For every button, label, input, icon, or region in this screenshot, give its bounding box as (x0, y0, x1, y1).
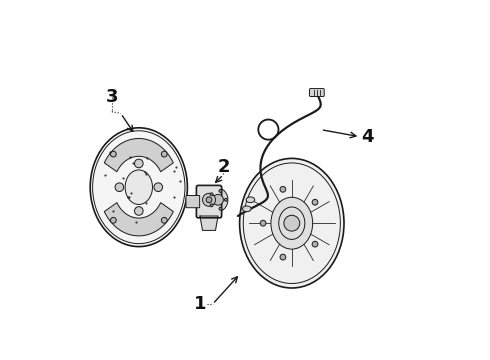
Circle shape (260, 220, 266, 226)
Text: 2: 2 (217, 158, 230, 176)
FancyBboxPatch shape (310, 89, 324, 96)
Ellipse shape (243, 206, 251, 212)
Circle shape (280, 254, 286, 260)
Text: 3: 3 (105, 88, 118, 106)
Circle shape (224, 198, 227, 201)
Ellipse shape (271, 197, 313, 249)
Circle shape (213, 194, 223, 205)
Ellipse shape (246, 197, 255, 203)
Circle shape (161, 217, 167, 223)
Circle shape (115, 183, 123, 192)
Polygon shape (104, 203, 173, 236)
Ellipse shape (240, 158, 344, 288)
Text: 1: 1 (194, 295, 206, 313)
Circle shape (210, 204, 213, 207)
Circle shape (284, 215, 300, 231)
Circle shape (134, 159, 143, 168)
Circle shape (134, 207, 143, 215)
Circle shape (280, 186, 286, 192)
FancyBboxPatch shape (196, 185, 221, 218)
Circle shape (161, 151, 167, 157)
Circle shape (312, 241, 318, 247)
Ellipse shape (125, 170, 152, 204)
Ellipse shape (90, 128, 187, 247)
Circle shape (210, 193, 213, 196)
Circle shape (154, 183, 163, 192)
FancyBboxPatch shape (186, 195, 199, 208)
Circle shape (110, 151, 116, 157)
Circle shape (110, 217, 116, 223)
Text: 4: 4 (361, 128, 374, 146)
Polygon shape (104, 139, 173, 172)
Circle shape (219, 189, 222, 192)
Circle shape (312, 199, 318, 205)
Circle shape (219, 207, 222, 210)
Circle shape (206, 197, 212, 203)
Ellipse shape (208, 188, 228, 211)
Polygon shape (200, 216, 218, 230)
Circle shape (202, 193, 216, 206)
